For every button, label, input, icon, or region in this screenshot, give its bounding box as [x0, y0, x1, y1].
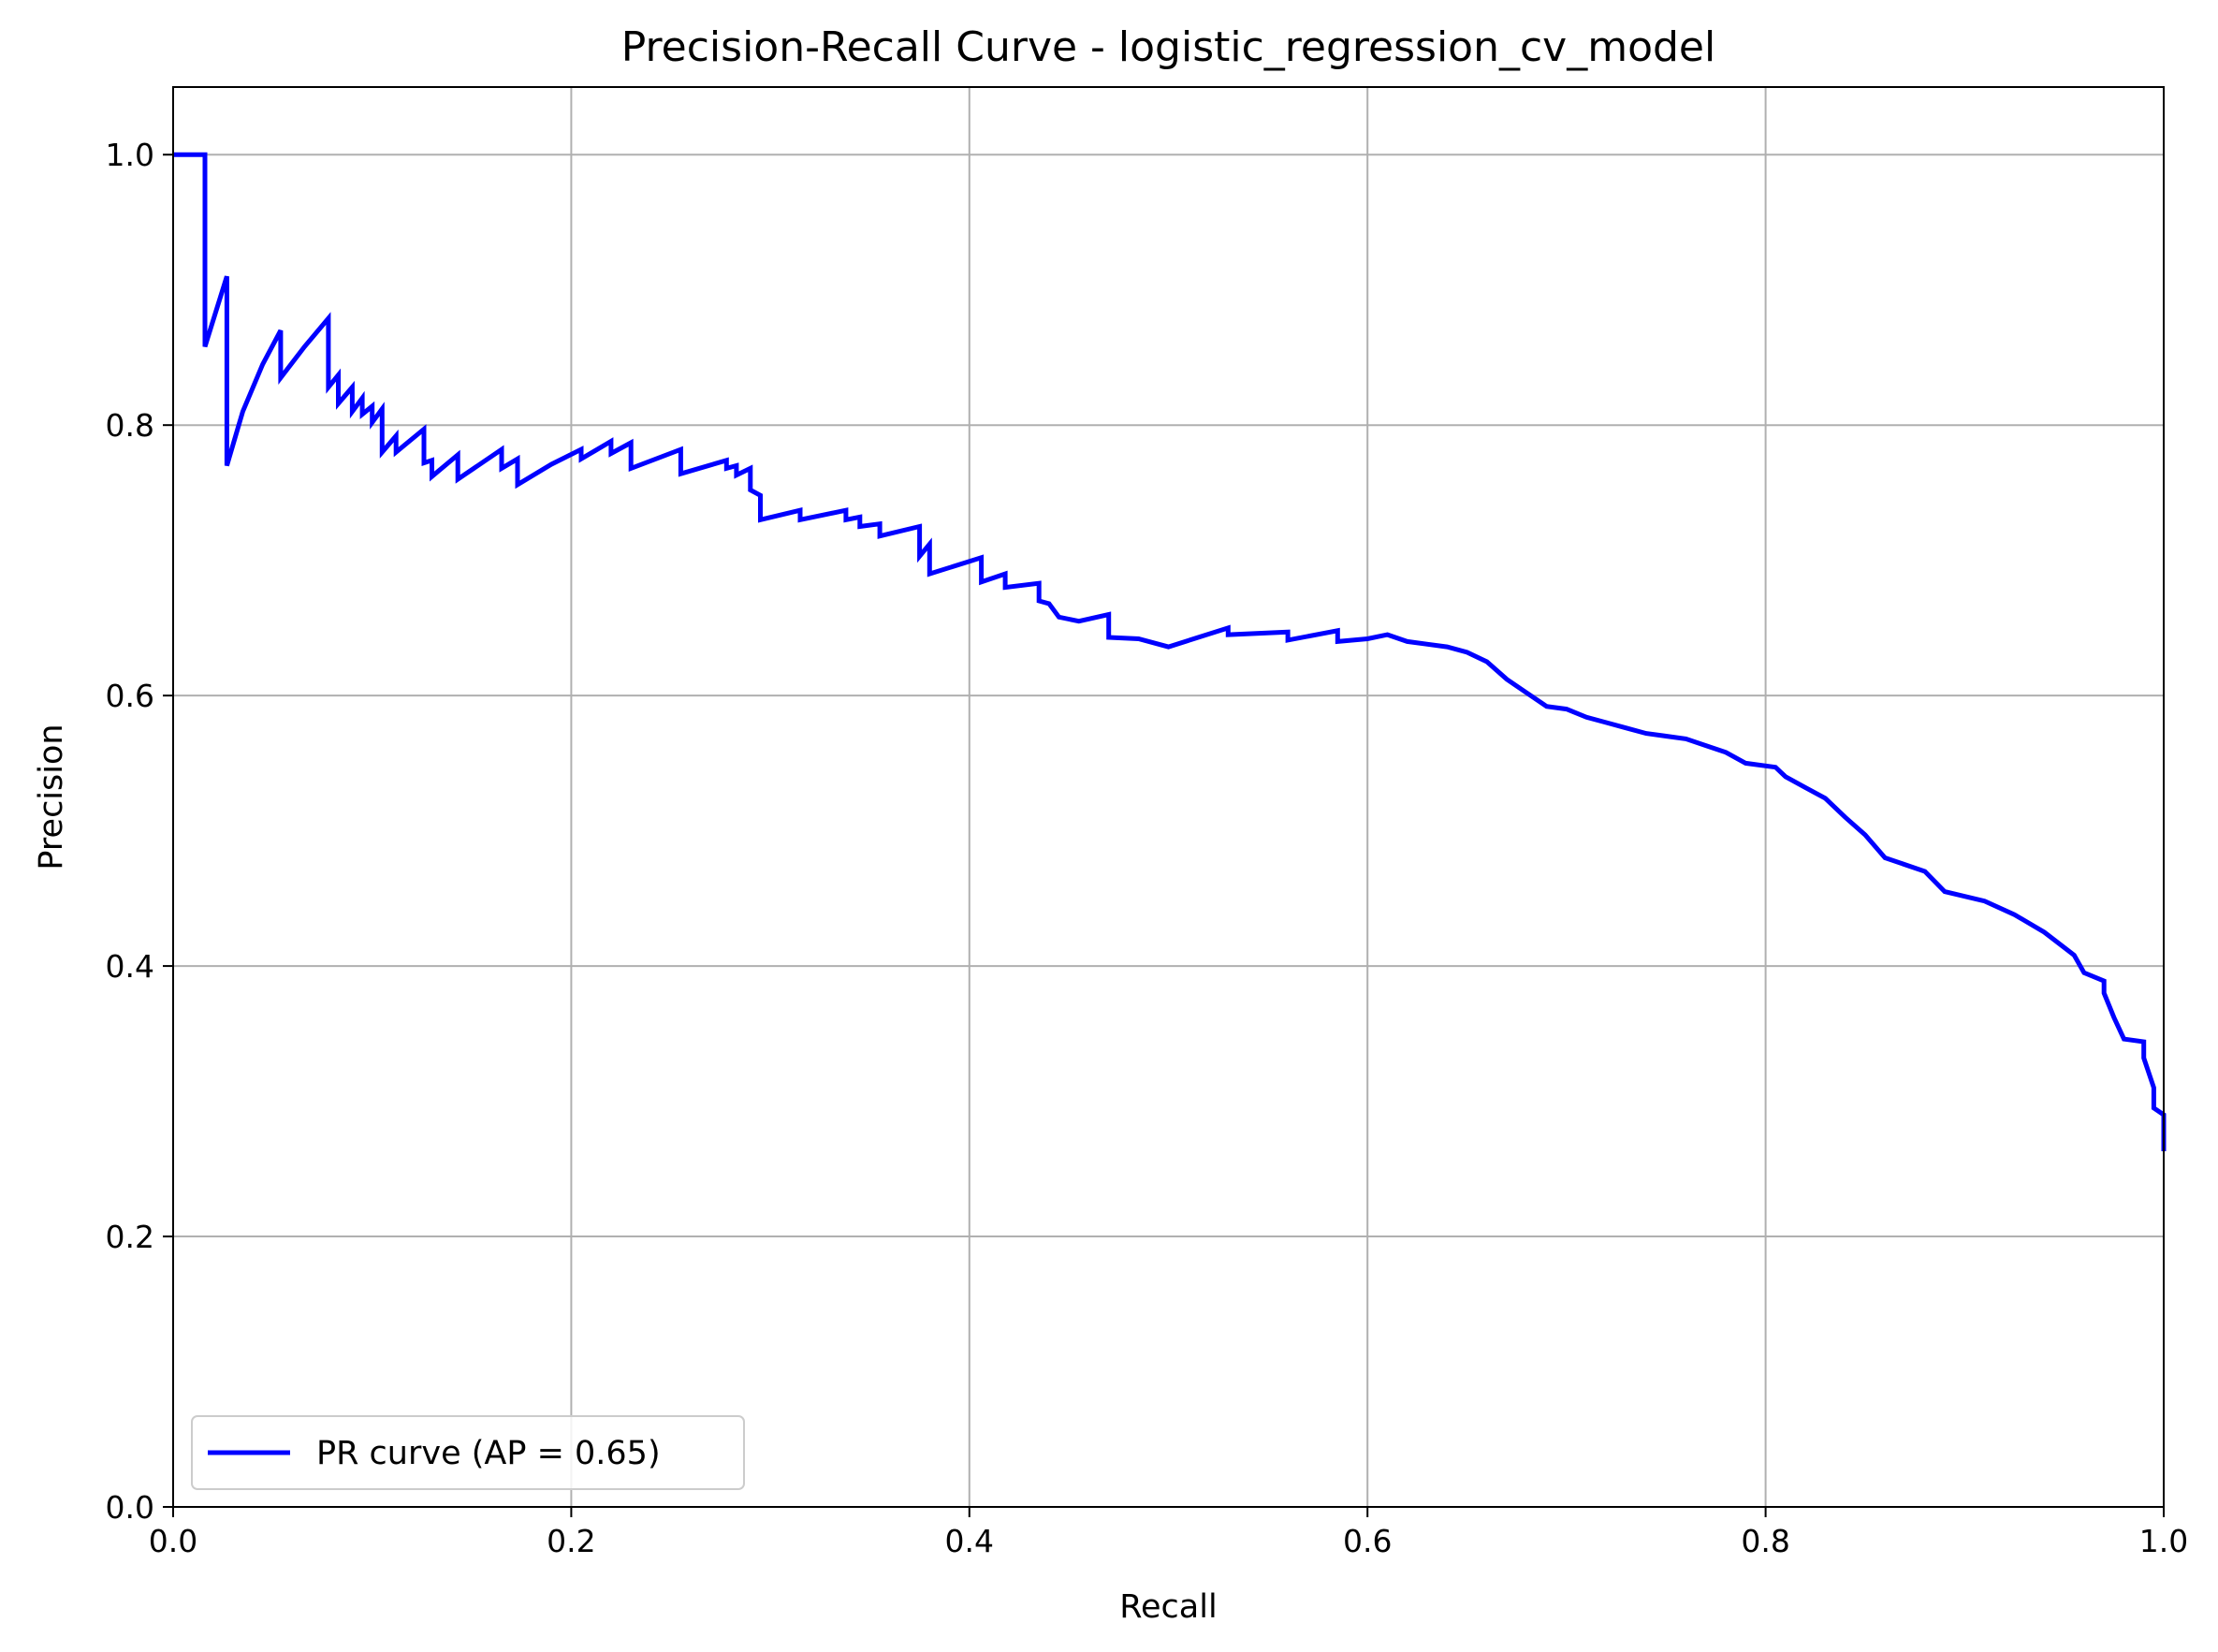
- x-tick-label: 0.4: [945, 1523, 994, 1559]
- x-tick-label: 1.0: [2139, 1523, 2188, 1559]
- legend: PR curve (AP = 0.65): [191, 1415, 745, 1490]
- y-tick-label: 0.2: [106, 1219, 154, 1255]
- legend-entry-pr-curve: PR curve (AP = 0.65): [316, 1435, 661, 1472]
- series-layer: [173, 152, 2167, 1151]
- y-axis-label: Precision: [33, 724, 70, 870]
- chart-title: Precision-Recall Curve - logistic_regres…: [621, 23, 1715, 71]
- x-tick-label: 0.2: [547, 1523, 595, 1559]
- axis-ticks: 0.0 0.2 0.4 0.6 0.8 1.0 0.0 0.2 0.4 0.6 0.8 1.0: [106, 137, 2189, 1559]
- legend-box: [191, 1415, 745, 1490]
- x-tick-label: 0.6: [1343, 1523, 1392, 1559]
- y-tick-label: 0.4: [106, 948, 154, 985]
- y-tick-label: 0.6: [106, 678, 154, 714]
- x-tick-label: 0.8: [1741, 1523, 1789, 1559]
- x-axis-label: Recall: [1119, 1588, 1217, 1626]
- y-tick-label: 0.0: [106, 1489, 154, 1526]
- x-tick-label: 0.0: [149, 1523, 197, 1559]
- y-tick-label: 0.8: [106, 407, 154, 444]
- plot-frame: [172, 86, 2165, 1508]
- y-tick-label: 1.0: [106, 137, 154, 173]
- series-line-pr-curve: [173, 152, 2167, 1151]
